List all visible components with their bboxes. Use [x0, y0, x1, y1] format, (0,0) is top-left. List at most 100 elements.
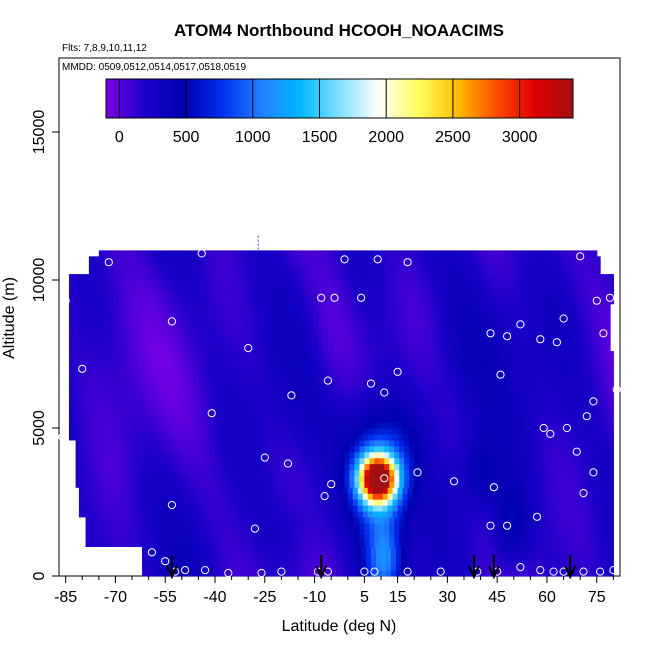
- heat-cell: [525, 552, 531, 559]
- heat-cell: [198, 297, 204, 305]
- heat-cell: [518, 457, 525, 465]
- heat-cell: [357, 410, 364, 417]
- heat-cell: [606, 504, 613, 512]
- heat-cell: [299, 534, 306, 542]
- heat-cell: [324, 534, 331, 542]
- heat-cell: [198, 327, 204, 334]
- heat-cell: [103, 380, 110, 388]
- heat-cell: [576, 499, 583, 506]
- heat-cell: [442, 487, 448, 494]
- heat-cell: [163, 297, 170, 305]
- heat-cell: [332, 422, 339, 429]
- heat-cell: [190, 534, 196, 542]
- heat-cell: [228, 356, 234, 364]
- heat-cell: [487, 493, 493, 500]
- heat-cell: [606, 392, 613, 399]
- heat-cell: [395, 564, 402, 571]
- heat-cell: [138, 297, 145, 305]
- heat-cell: [339, 439, 346, 447]
- heat-cell: [515, 564, 522, 571]
- heat-cell: [234, 463, 241, 471]
- heat-cell: [478, 445, 485, 453]
- heat-cell: [299, 481, 306, 488]
- heat-cell: [298, 487, 304, 494]
- heat-cell: [556, 416, 563, 423]
- heat-cell: [158, 433, 165, 441]
- heat-cell: [523, 516, 530, 524]
- heat-cell: [439, 534, 445, 542]
- heat-cell: [357, 504, 364, 512]
- heat-cell: [215, 534, 221, 542]
- heat-cell: [357, 510, 364, 518]
- heat-cell: [254, 457, 261, 465]
- heat-cell: [551, 428, 558, 435]
- heat-cell: [571, 510, 578, 518]
- heat-cell: [123, 433, 130, 441]
- heat-cell: [155, 451, 161, 459]
- heat-cell: [369, 469, 375, 476]
- heat-cell: [193, 499, 200, 506]
- heat-cell: [176, 552, 183, 559]
- heat-cell: [372, 428, 379, 435]
- heat-cell: [512, 327, 518, 334]
- heat-cell: [468, 540, 475, 547]
- heat-cell: [68, 404, 75, 411]
- heat-cell: [512, 374, 518, 382]
- heat-cell: [203, 380, 209, 388]
- heat-cell: [477, 380, 483, 388]
- heat-cell: [208, 410, 214, 417]
- heat-cell: [412, 380, 419, 388]
- heat-cell: [414, 540, 420, 547]
- heat-cell: [243, 398, 249, 405]
- heat-cell: [532, 499, 538, 506]
- heat-cell: [467, 404, 473, 411]
- heat-cell: [263, 422, 269, 429]
- heat-cell: [502, 504, 508, 512]
- heat-cell: [447, 404, 453, 411]
- heat-cell: [556, 351, 563, 358]
- heat-cell: [274, 534, 281, 542]
- heat-cell: [115, 481, 122, 488]
- heat-cell: [229, 457, 236, 465]
- heat-cell: [93, 303, 100, 311]
- heat-cell: [163, 333, 170, 340]
- heat-cell: [278, 309, 284, 317]
- heat-cell: [601, 392, 608, 399]
- heat-cell: [537, 351, 543, 358]
- heat-cell: [168, 386, 175, 394]
- heat-cell: [556, 398, 563, 405]
- heat-cell: [98, 333, 105, 340]
- heat-cell: [518, 475, 525, 482]
- heat-cell: [198, 487, 204, 494]
- heat-cell: [364, 534, 370, 542]
- heat-cell: [586, 345, 593, 352]
- heat-cell: [254, 439, 261, 447]
- heat-cell: [213, 493, 219, 500]
- heat-cell: [339, 445, 346, 453]
- heat-cell: [148, 374, 155, 382]
- heat-cell: [560, 546, 566, 553]
- heat-cell: [459, 534, 465, 542]
- heat-cell: [573, 481, 580, 488]
- heat-cell: [337, 398, 344, 405]
- heat-cell: [434, 439, 440, 447]
- heat-cell: [538, 528, 545, 536]
- heat-cell: [518, 481, 525, 488]
- heat-cell: [206, 564, 213, 571]
- heat-cell: [337, 428, 344, 435]
- heat-cell: [268, 404, 274, 411]
- heat-cell: [402, 339, 409, 346]
- heat-cell: [68, 380, 75, 388]
- heat-cell: [183, 374, 190, 382]
- heat-cell: [339, 534, 346, 542]
- heat-cell: [410, 558, 417, 565]
- heat-cell: [118, 321, 125, 328]
- heat-cell: [158, 392, 165, 399]
- heat-cell: [253, 315, 259, 323]
- heat-cell: [548, 439, 555, 447]
- heat-cell: [317, 410, 324, 417]
- heat-cell: [143, 309, 150, 317]
- heat-cell: [551, 398, 558, 405]
- heat-cell: [437, 351, 444, 358]
- heat-cell: [249, 445, 256, 453]
